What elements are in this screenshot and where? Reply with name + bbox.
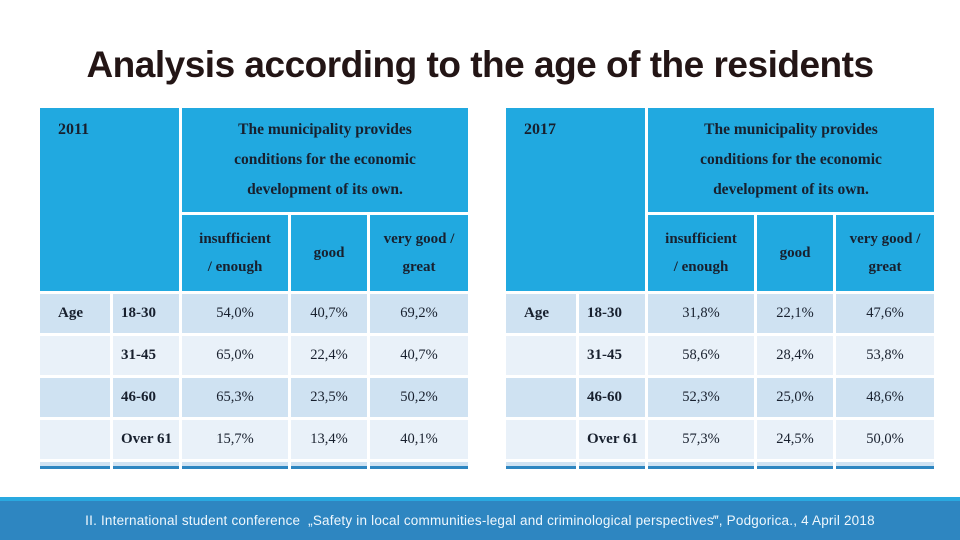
table-2011: 2011 The municipality provides condition…: [40, 108, 468, 469]
table-footer-strip: [506, 462, 576, 469]
table-value: 69,2%: [370, 294, 468, 333]
row-header-spacer: [40, 378, 110, 417]
table-footer-strip: [370, 462, 468, 469]
row-header-spacer: [506, 336, 576, 375]
table-footer-strip: [113, 462, 179, 469]
row-header-spacer: [506, 378, 576, 417]
column-header-good: good: [291, 215, 367, 291]
table-value: 31,8%: [648, 294, 754, 333]
table-value: 22,4%: [291, 336, 367, 375]
table-value: 50,2%: [370, 378, 468, 417]
table-value: 15,7%: [182, 420, 288, 459]
table-value: 23,5%: [291, 378, 367, 417]
table-value: 40,7%: [291, 294, 367, 333]
table-footer-strip: [40, 462, 110, 469]
age-range: Over 61: [113, 420, 179, 459]
age-range: 31-45: [579, 336, 645, 375]
table-footer-strip: [648, 462, 754, 469]
age-range: 46-60: [579, 378, 645, 417]
table-footer-strip: [836, 462, 934, 469]
table-value: 25,0%: [757, 378, 833, 417]
table-value: 28,4%: [757, 336, 833, 375]
footer-text: II. International student conference „Sa…: [85, 513, 875, 528]
table-2017: 2017 The municipality provides condition…: [506, 108, 934, 469]
table-value: 50,0%: [836, 420, 934, 459]
table-footer-strip: [579, 462, 645, 469]
table-value: 65,0%: [182, 336, 288, 375]
table-value: 48,6%: [836, 378, 934, 417]
year-cell: 2011: [40, 108, 179, 291]
row-header-spacer: [40, 336, 110, 375]
table-value: 40,1%: [370, 420, 468, 459]
age-range: 18-30: [579, 294, 645, 333]
table-value: 22,1%: [757, 294, 833, 333]
column-header-very-good: very good / great: [370, 215, 468, 291]
question-cell: The municipality provides conditions for…: [648, 108, 934, 212]
row-header-spacer: [506, 420, 576, 459]
table-footer-strip: [182, 462, 288, 469]
row-header-age: Age: [506, 294, 576, 333]
table-value: 24,5%: [757, 420, 833, 459]
page-title: Analysis according to the age of the res…: [86, 44, 874, 85]
table-value: 53,8%: [836, 336, 934, 375]
question-cell: The municipality provides conditions for…: [182, 108, 468, 212]
table-value: 58,6%: [648, 336, 754, 375]
footer: II. International student conference „Sa…: [0, 497, 960, 540]
table-value: 13,4%: [291, 420, 367, 459]
column-header-very-good: very good / great: [836, 215, 934, 291]
column-header-insufficient: insufficient / enough: [182, 215, 288, 291]
age-range: 46-60: [113, 378, 179, 417]
table-value: 47,6%: [836, 294, 934, 333]
age-range: 31-45: [113, 336, 179, 375]
table-value: 54,0%: [182, 294, 288, 333]
footer-band: II. International student conference „Sa…: [0, 501, 960, 540]
table-footer-strip: [291, 462, 367, 469]
age-range: 18-30: [113, 294, 179, 333]
table-value: 57,3%: [648, 420, 754, 459]
table-value: 40,7%: [370, 336, 468, 375]
year-cell: 2017: [506, 108, 645, 291]
footer-accent-line: [0, 497, 960, 501]
column-header-good: good: [757, 215, 833, 291]
column-header-insufficient: insufficient / enough: [648, 215, 754, 291]
table-footer-strip: [757, 462, 833, 469]
table-value: 52,3%: [648, 378, 754, 417]
age-range: Over 61: [579, 420, 645, 459]
row-header-age: Age: [40, 294, 110, 333]
table-value: 65,3%: [182, 378, 288, 417]
row-header-spacer: [40, 420, 110, 459]
